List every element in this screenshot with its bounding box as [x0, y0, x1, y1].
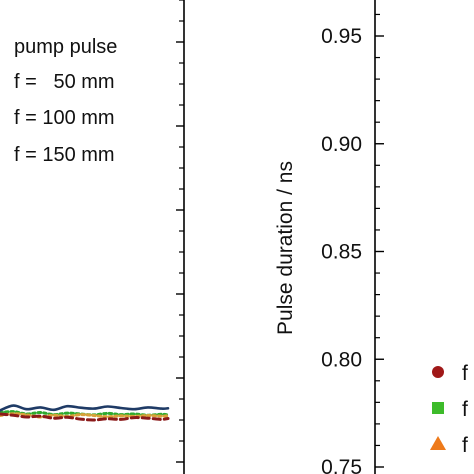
- legend-label: f: [462, 398, 468, 421]
- legend-marker-triangle: [430, 436, 446, 450]
- left-panel: pump pulse f = 50 mm f = 100 mm f = 150 …: [0, 0, 185, 474]
- series-line-f-150-mm: [0, 412, 170, 419]
- left-panel-lines: [0, 404, 170, 422]
- right-legend: fff: [430, 362, 468, 457]
- series-line-pump-pulse: [0, 404, 170, 412]
- legend-marker-square: [432, 402, 444, 414]
- y-tick-label: 0.80: [321, 348, 362, 371]
- legend-label-f150: f = 150 mm: [14, 144, 115, 166]
- left-panel-ticks: [176, 0, 184, 463]
- y-tick-label: 0.85: [321, 241, 362, 264]
- y-tick-label: 0.90: [321, 133, 362, 156]
- legend-label: f: [462, 434, 468, 457]
- legend-label: f: [462, 362, 468, 385]
- right-panel: 0.75 0.80 0.85 0.90 0.95 Pulse duration / ns…: [274, 0, 468, 474]
- right-panel-y-tick-labels: 0.75 0.80 0.85 0.90 0.95: [321, 25, 362, 474]
- y-tick-label: 0.95: [321, 25, 362, 48]
- left-legend: pump pulse f = 50 mm f = 100 mm f = 150 …: [14, 36, 117, 166]
- legend-label-f50: f = 50 mm: [14, 71, 115, 93]
- legend-label-pump-pulse: pump pulse: [14, 36, 117, 58]
- y-tick-label: 0.75: [321, 456, 362, 474]
- legend-label-f100: f = 100 mm: [14, 107, 115, 129]
- right-panel-y-axis-label: Pulse duration / ns: [274, 161, 297, 335]
- right-panel-y-ticks: [375, 13, 384, 468]
- legend-marker-circle: [432, 366, 444, 378]
- series-line-f-50-mm: [0, 412, 170, 422]
